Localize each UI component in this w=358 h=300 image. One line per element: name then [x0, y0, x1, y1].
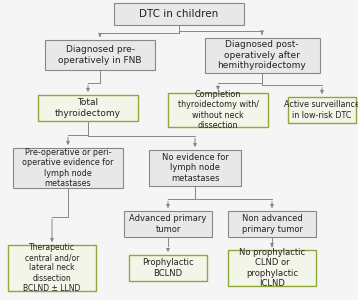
Text: Advanced primary
tumor: Advanced primary tumor — [129, 214, 207, 234]
Bar — [13, 148, 123, 188]
Bar — [38, 95, 138, 121]
Bar — [114, 3, 244, 25]
Text: Active surveillance
in low-risk DTC: Active surveillance in low-risk DTC — [284, 100, 358, 120]
Bar — [45, 40, 155, 70]
Text: Completion
thyroidectomy with/
without neck
dissection: Completion thyroidectomy with/ without n… — [178, 90, 258, 130]
Bar — [288, 97, 356, 123]
Bar — [168, 93, 268, 127]
Text: Diagnosed pre-
operatively in FNB: Diagnosed pre- operatively in FNB — [58, 45, 142, 65]
Text: Therapeutic
central and/or
lateral neck
dissection
BCLND ± LLND: Therapeutic central and/or lateral neck … — [23, 243, 81, 293]
Bar — [124, 211, 212, 237]
Text: Pre-operative or peri-
operative evidence for
lymph node
metastases: Pre-operative or peri- operative evidenc… — [22, 148, 114, 188]
Bar — [228, 250, 316, 286]
Text: Total
thyroidectomy: Total thyroidectomy — [55, 98, 121, 118]
Text: Diagnosed post-
operatively after
hemithyroidectomy: Diagnosed post- operatively after hemith… — [218, 40, 306, 70]
Text: DTC in children: DTC in children — [139, 9, 219, 19]
Bar — [149, 150, 241, 186]
Bar — [204, 38, 319, 73]
Text: No prophylactic
CLND or
prophylactic
ICLND: No prophylactic CLND or prophylactic ICL… — [239, 248, 305, 288]
Bar — [228, 211, 316, 237]
Text: Non advanced
primary tumor: Non advanced primary tumor — [242, 214, 303, 234]
Bar — [129, 255, 207, 281]
Text: No evidence for
lymph node
metastases: No evidence for lymph node metastases — [161, 153, 228, 183]
Bar — [8, 245, 96, 291]
Text: Prophylactic
BCLND: Prophylactic BCLND — [142, 258, 194, 278]
